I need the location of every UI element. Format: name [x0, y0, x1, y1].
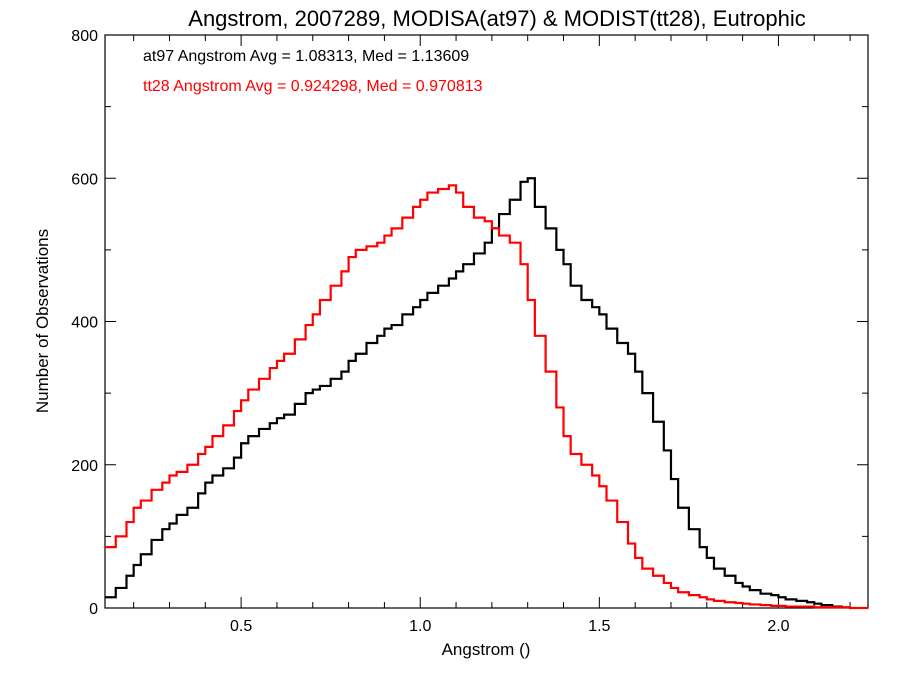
y-tick-label: 0 [89, 601, 98, 618]
annotation-at97: at97 Angstrom Avg = 1.08313, Med = 1.136… [143, 48, 469, 65]
annotation-tt28: tt28 Angstrom Avg = 0.924298, Med = 0.97… [143, 78, 483, 95]
x-tick-label: 1.0 [409, 618, 431, 635]
x-axis-label: Angstrom () [442, 640, 531, 659]
series-at97-histogram [105, 177, 843, 608]
y-tick-label: 200 [71, 458, 98, 475]
plot-frame [104, 34, 869, 609]
y-axis-label: Number of Observations [33, 229, 52, 413]
chart-title: Angstrom, 2007289, MODISA(at97) & MODIST… [188, 6, 805, 31]
axis-ticks [105, 34, 868, 609]
histogram-series [105, 177, 868, 610]
x-tick-label: 1.5 [588, 618, 610, 635]
y-tick-label: 400 [71, 315, 98, 332]
series-tt28-histogram [105, 184, 868, 610]
axis-tick-labels: 0.5 1.0 1.5 2.0 0 200 400 600 800 [71, 28, 789, 635]
x-tick-label: 0.5 [230, 618, 252, 635]
y-tick-label: 800 [71, 28, 98, 45]
x-tick-label: 2.0 [767, 618, 789, 635]
y-tick-label: 600 [71, 171, 98, 188]
